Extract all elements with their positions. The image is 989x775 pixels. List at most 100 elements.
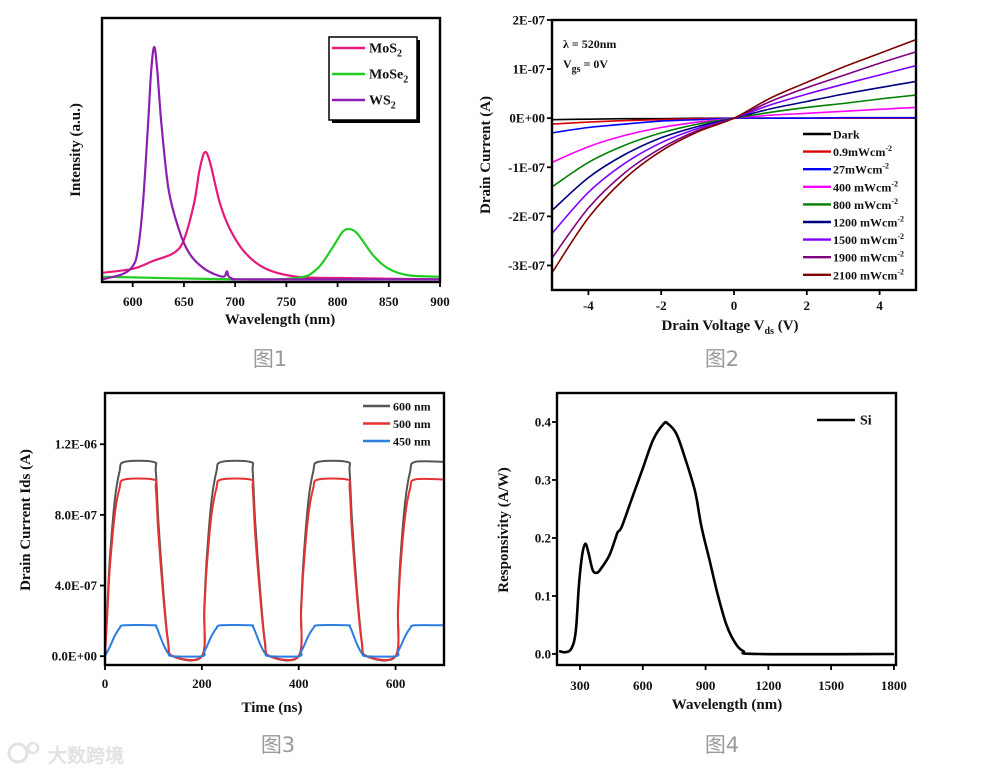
chart-4: 300 600 900 1200 1500 1800 0.0 0.1 0.2 0.3 0.4 Wave…	[496, 391, 907, 713]
text-part: 2	[391, 101, 396, 112]
text-part: -2	[897, 267, 904, 276]
text-part: -2	[891, 197, 898, 206]
series-line-3	[552, 116, 916, 134]
text-part: 500 nm	[393, 417, 431, 431]
watermark-text: 大数跨境	[48, 744, 124, 767]
watermark: 大数跨境	[7, 741, 124, 767]
text-part: (V)	[774, 318, 799, 334]
y-axis-title: Responsivity (A/W)	[496, 467, 512, 592]
series-line-9	[552, 38, 916, 274]
x-tick-label: 600	[123, 294, 143, 309]
text-part: MoSe	[369, 68, 403, 83]
chart-1: 600 650 700 750 800 850 900 Wavelength (nm) Inte…	[68, 16, 450, 328]
x-tick-label: 850	[379, 294, 399, 309]
text-part: MoS	[369, 42, 397, 57]
x-tick-label: 400	[289, 676, 309, 691]
y-tick-label: 0.3	[535, 472, 552, 487]
plot-frame	[103, 391, 446, 667]
x-tick-label: 1200	[755, 678, 781, 693]
x-axis-title: Drain Voltage Vds (V)	[661, 318, 798, 337]
text-part: Intensity (a.u.)	[68, 103, 84, 197]
watermark-logo-icon	[7, 742, 29, 764]
legend-label: 450 nm	[393, 435, 431, 449]
series-line-1	[558, 420, 894, 656]
text-part: -2	[885, 144, 892, 153]
text-part: = 0V	[581, 57, 609, 71]
text-part: gs	[572, 64, 581, 75]
text-part: Responsivity (A/W)	[496, 467, 512, 592]
legend-label: 2100 mWcm-2	[833, 267, 904, 282]
text-part: -2	[891, 179, 898, 188]
legend-label: 1900 mWcm-2	[833, 250, 904, 265]
legend-label: 800 mWcm-2	[833, 197, 898, 212]
x-tick-label: 200	[192, 676, 212, 691]
text-part: 1200 mWcm	[833, 216, 897, 230]
x-tick-label: 700	[225, 294, 245, 309]
text-part: 600 nm	[393, 400, 431, 414]
text-part: 400 mWcm	[833, 180, 891, 194]
text-part: Wavelength (nm)	[225, 312, 335, 328]
legend-label: WS2	[369, 94, 396, 112]
y-tick-label: 0.2	[535, 530, 551, 545]
text-part: λ = 520nm	[563, 37, 616, 51]
text-part: Time (ns)	[242, 700, 303, 716]
text-part: 27mWcm	[833, 163, 882, 177]
annotation-text: λ = 520nm	[563, 37, 616, 51]
plot-frame	[100, 16, 442, 284]
y-tick-label: 0E+00	[509, 111, 545, 126]
legend-label: 400 mWcm-2	[833, 179, 898, 194]
legend-label: 27mWcm-2	[833, 162, 889, 177]
x-tick-label: 750	[277, 294, 297, 309]
legend: Si	[817, 414, 872, 429]
y-tick-label: -3E-07	[508, 258, 545, 273]
legend: 600 nm 500 nm 450 nm	[363, 400, 431, 449]
y-tick-label: 1E-07	[513, 62, 546, 77]
y-tick-label: -1E-07	[508, 160, 545, 175]
x-tick-label: -4	[583, 298, 594, 313]
y-tick-label: 4.0E-07	[55, 578, 98, 593]
text-part: Si	[860, 414, 872, 429]
legend-label: 1200 mWcm-2	[833, 215, 904, 230]
text-part: 800 mWcm	[833, 198, 891, 212]
legend-label: 500 nm	[393, 417, 431, 431]
x-tick-label: 2	[804, 298, 811, 313]
series-line-3	[105, 624, 444, 658]
x-axis-title: Time (ns)	[242, 700, 303, 716]
x-tick-label: -2	[656, 298, 667, 313]
text-part: ds	[765, 326, 775, 337]
figure-caption-4: 图4	[705, 733, 739, 757]
series-line-1	[102, 150, 440, 281]
text-part: Wavelength (nm)	[672, 697, 782, 713]
series-line-2	[105, 477, 444, 662]
y-tick-label: 1.2E-06	[55, 437, 98, 452]
text-part: -2	[882, 162, 889, 171]
text-part: Drain Current Ids (A)	[18, 449, 34, 591]
text-part: 450 nm	[393, 435, 431, 449]
text-part: 1900 mWcm	[833, 251, 897, 265]
annotation-text: Vgs = 0V	[563, 57, 608, 75]
y-tick-label: 0.0	[535, 646, 551, 661]
text-part: 2100 mWcm	[833, 268, 897, 282]
legend-label: MoSe2	[369, 68, 408, 86]
x-tick-label: 650	[174, 294, 194, 309]
text-part: -2	[897, 232, 904, 241]
y-tick-label: 0.1	[535, 588, 551, 603]
text-part: 1500 mWcm	[833, 233, 897, 247]
x-tick-label: 300	[570, 678, 590, 693]
chart-3: 0 200 400 600 0.0E+00 4.0E-07 8.0E-07 1.2E-06 Ti…	[18, 391, 446, 716]
x-tick-label: 1800	[881, 678, 907, 693]
legend-label: MoS2	[369, 42, 402, 60]
series-line-3	[102, 45, 440, 281]
y-axis-title: Intensity (a.u.)	[68, 103, 84, 197]
text-part: Drain Current (A)	[478, 96, 494, 214]
legend-label: 0.9mWcm-2	[833, 144, 892, 159]
x-tick-label: 0	[731, 298, 738, 313]
chart-2: -4 -2 0 2 4 2E-07 1E-07 0E+00 -1E-07 -2E-07 -3E-07…	[478, 13, 918, 337]
legend-label: 1500 mWcm-2	[833, 232, 904, 247]
x-tick-label: 900	[696, 678, 716, 693]
y-tick-label: -2E-07	[508, 209, 545, 224]
figure-caption-3: 图3	[261, 733, 295, 757]
text-part: WS	[369, 94, 391, 109]
